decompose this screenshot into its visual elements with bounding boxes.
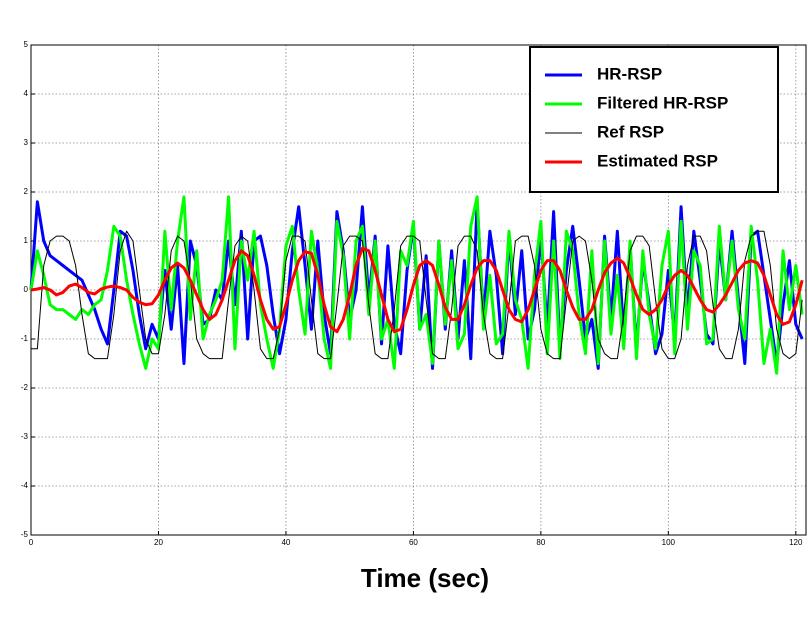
y-tick-label: 0 xyxy=(24,285,29,294)
y-tick-label: -2 xyxy=(21,383,29,392)
y-tick-label: 1 xyxy=(24,236,29,245)
data-line xyxy=(31,230,803,360)
x-axis-label: Time (sec) xyxy=(361,563,489,593)
x-tick-label: 80 xyxy=(536,538,545,547)
legend-label: Filtered HR-RSP xyxy=(597,93,728,112)
x-tick-label: 120 xyxy=(789,538,803,547)
x-tick-label: 100 xyxy=(662,538,676,547)
legend-label: Ref RSP xyxy=(597,122,664,141)
y-tick-label: -5 xyxy=(21,530,29,539)
x-tick-label: 40 xyxy=(281,538,290,547)
x-tick-label: 20 xyxy=(154,538,163,547)
y-tick-label: 3 xyxy=(24,138,29,147)
data-line xyxy=(30,246,804,334)
y-tick-label: -4 xyxy=(21,481,29,490)
x-tick-label: 0 xyxy=(29,538,34,547)
y-tick-label: -1 xyxy=(21,334,29,343)
legend-box xyxy=(529,46,779,193)
legend-label: Estimated RSP xyxy=(597,151,718,170)
y-tick-label: -3 xyxy=(21,432,29,441)
y-tick-label: 2 xyxy=(24,187,29,196)
legend-label: HR-RSP xyxy=(597,64,662,83)
y-tick-label: 4 xyxy=(24,89,29,98)
x-tick-label: 60 xyxy=(409,538,418,547)
y-tick-label: 5 xyxy=(24,40,29,49)
